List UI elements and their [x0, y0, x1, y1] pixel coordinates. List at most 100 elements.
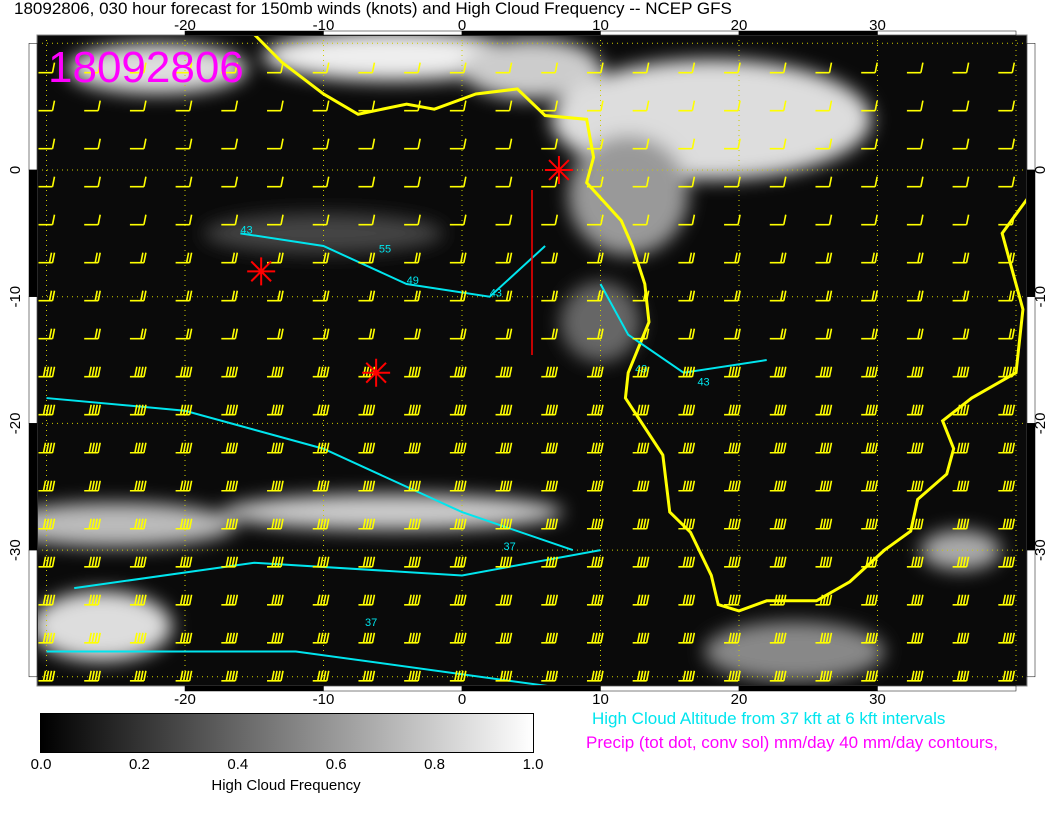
wind-barb [998, 442, 1016, 454]
contour-label: 49 [407, 275, 419, 287]
wind-barb [724, 62, 741, 74]
wind-barb [906, 670, 924, 682]
wind-barb [175, 62, 193, 74]
lon-tick-label: 30 [869, 17, 886, 34]
wind-barb [541, 366, 559, 378]
wind-barb [38, 670, 56, 682]
lon-tick-label: 10 [592, 691, 609, 705]
wind-barb [541, 290, 559, 302]
wind-barb [815, 100, 833, 112]
lat-axis-bar [28, 549, 38, 678]
wind-barb [84, 480, 101, 492]
wind-barb [632, 556, 650, 568]
wind-barb [404, 366, 421, 378]
asterisk-marker [247, 257, 276, 286]
wind-barb [129, 404, 147, 416]
wind-barb [449, 594, 467, 606]
wind-barb [769, 404, 787, 416]
wind-barb [84, 214, 101, 226]
wind-barb [815, 62, 833, 74]
wind-barb [632, 290, 650, 302]
wind-barb [998, 176, 1016, 188]
wind-barb [495, 328, 513, 340]
plot-title: 18092806, 030 hour forecast for 150mb wi… [14, 0, 732, 18]
wind-barb [815, 632, 833, 644]
wind-barb [815, 594, 833, 606]
wind-barb [495, 442, 513, 454]
wind-barb [358, 290, 376, 302]
lat-axis-bar [1026, 423, 1036, 551]
wind-barb [586, 442, 604, 454]
wind-barb [84, 366, 101, 378]
wind-barb [38, 176, 56, 188]
wind-barb [358, 62, 376, 74]
asterisk-marker [544, 156, 573, 184]
wind-barb [861, 404, 878, 416]
wind-barb [769, 138, 787, 150]
wind-barb [175, 404, 193, 416]
wind-barb [769, 214, 787, 226]
wind-barb [586, 594, 604, 606]
wind-barb [678, 518, 696, 530]
wind-barb [358, 442, 376, 454]
wind-barb [632, 214, 650, 226]
wind-barb [404, 556, 421, 568]
lon-axis-bar [600, 685, 740, 692]
wind-barb [38, 252, 56, 264]
cloud-patch [461, 38, 602, 99]
wind-barb [998, 138, 1016, 150]
wind-barb [632, 670, 650, 682]
wind-barb [129, 214, 147, 226]
colorbar-tick-label: 0.8 [424, 756, 446, 773]
contour-label: 55 [379, 243, 391, 255]
lat-tick-label: -10 [1032, 286, 1049, 308]
lat-tick-label: 0 [7, 166, 24, 174]
wind-barb [906, 214, 924, 226]
lat-axis-bar [1026, 169, 1036, 297]
lat-tick-label: -10 [7, 286, 24, 308]
wind-barb [221, 62, 239, 74]
wind-barb [449, 62, 467, 74]
wind-barb [404, 138, 421, 150]
cloud-patch [560, 282, 641, 363]
wind-barb [998, 404, 1016, 416]
wind-barb [38, 518, 56, 530]
cloud-patch [67, 43, 248, 94]
wind-barb [129, 138, 147, 150]
wind-barb [221, 670, 239, 682]
wind-barb [861, 594, 878, 606]
wind-barb [678, 556, 696, 568]
colorbar-tick-label: 0.4 [227, 756, 249, 773]
lat-axis-bar [28, 296, 38, 424]
wind-barb [906, 100, 924, 112]
lon-tick-label: 0 [458, 691, 466, 705]
wind-barb [541, 176, 559, 188]
tick-labels: -20 -20 -10 -10 0 0 10 10 20 20 30 30 0 0 -10 -10 -20 -20… [7, 17, 1049, 705]
wind-barb [998, 556, 1016, 568]
wind-barb [632, 404, 650, 416]
wind-barb [495, 632, 513, 644]
wind-barb [129, 632, 147, 644]
lon-tick-label: -20 [174, 691, 196, 705]
date-stamp: 18092806 [48, 43, 244, 92]
wind-barb [221, 594, 239, 606]
wind-barb [861, 328, 878, 340]
wind-barb [541, 442, 559, 454]
wind-barb [678, 366, 696, 378]
wind-barb [221, 366, 239, 378]
wind-barb [129, 480, 147, 492]
wind-barb [358, 556, 376, 568]
lat-axis-bar [1026, 43, 1036, 171]
wind-barb [38, 556, 56, 568]
wind-barb [906, 556, 924, 568]
wind-barb [221, 138, 239, 150]
wind-barb [312, 328, 330, 340]
wind-barb [129, 594, 147, 606]
wind-barb [769, 252, 787, 264]
wind-barb [404, 670, 421, 682]
wind-barb [998, 594, 1016, 606]
wind-barb [586, 366, 604, 378]
wind-barb [312, 556, 330, 568]
wind-barb [449, 556, 467, 568]
wind-barb [724, 556, 741, 568]
